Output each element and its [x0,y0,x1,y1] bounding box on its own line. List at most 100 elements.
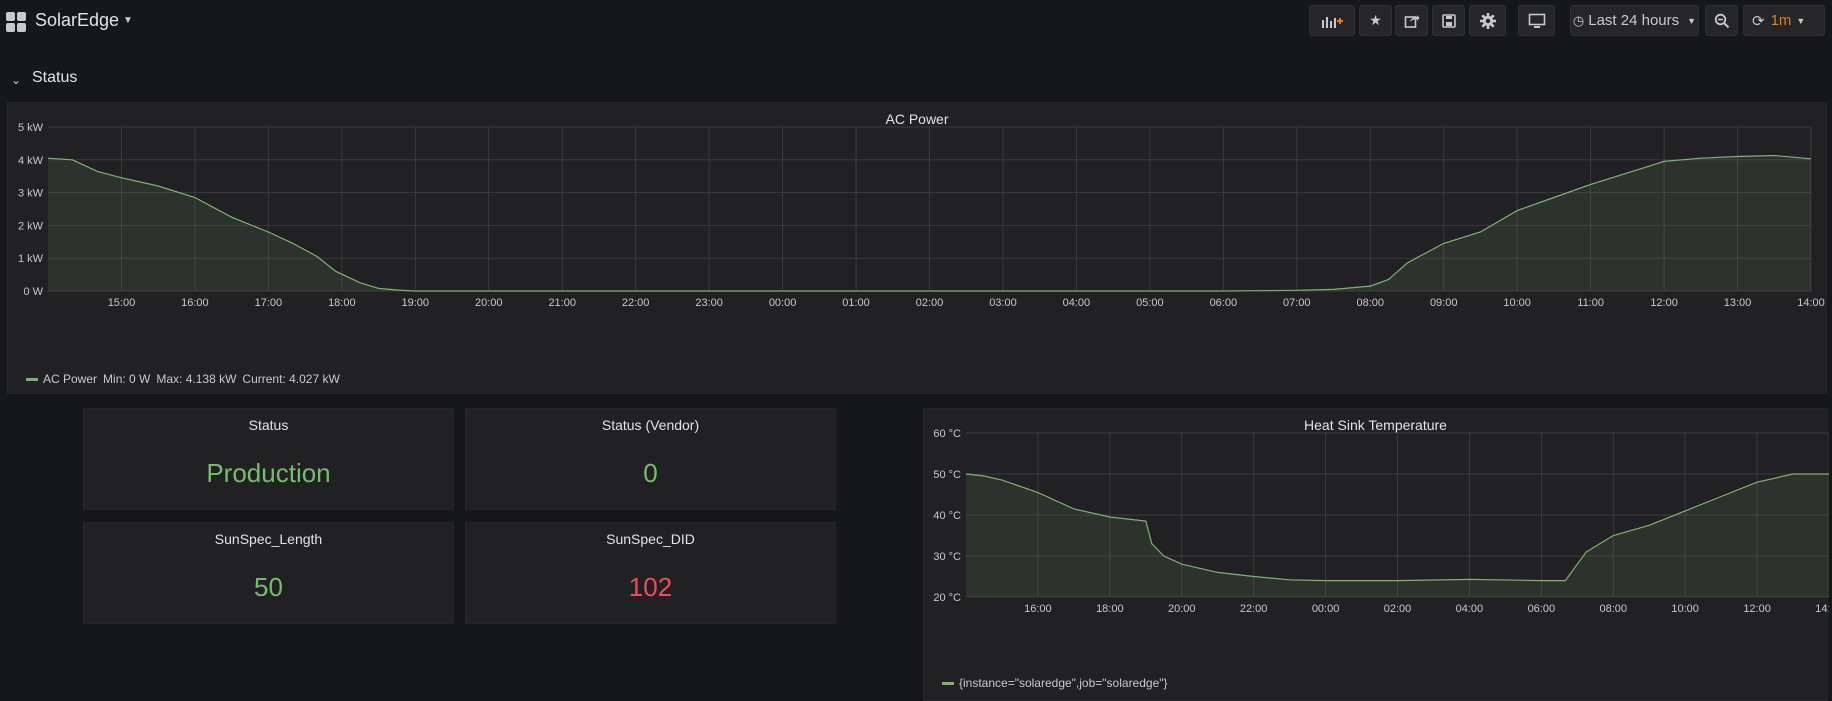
y-tick-label: 3 kW [18,188,44,200]
x-tick-label: 05:00 [1136,297,1164,309]
y-tick-label: 20 °C [933,592,961,604]
stat-panel-sunspec-did: SunSpec_DID 102 [465,522,836,624]
x-tick-label: 08:00 [1599,603,1627,615]
panel-title[interactable]: Status (Vendor) [601,417,700,433]
y-tick-label: 4 kW [18,155,44,167]
stat-panel-status-vendor: Status (Vendor) 0 [465,408,836,510]
x-tick-label: 06:00 [1528,603,1556,615]
dashboard-title[interactable]: SolarEdge [35,10,120,30]
caret-down-icon: ▼ [1687,15,1697,26]
zoom-out-icon [1714,13,1729,28]
ac-power-panel: AC Power 0 W 1 kW 2 kW 3 kW 4 kW 5 kW 15:00 16:… [7,102,1827,394]
stat-panel-sunspec-length: SunSpec_Length 50 [83,522,454,624]
row-title[interactable]: Status [32,69,78,86]
x-tick-label: 18:00 [1096,603,1124,615]
caret-down-icon[interactable]: ▼ [123,15,133,26]
series-swatch [942,681,954,685]
heat-sink-chart[interactable]: 20 °C 30 °C 40 °C 50 °C 60 °C 16:00 18:00 20:00… [924,409,1829,674]
time-range-picker[interactable]: ◷ Last 24 hours ▼ [1570,5,1699,36]
x-tick-label: 10:00 [1671,603,1699,615]
refresh-picker[interactable]: ⟳ 1m ▼ [1743,5,1825,36]
x-tick-label: 07:00 [1283,297,1311,309]
legend-series-name: AC Power [43,372,98,386]
x-tick-label: 16:00 [1024,603,1052,615]
x-tick-label: 06:00 [1210,297,1238,309]
panel-title[interactable]: Heat Sink Temperature [1304,417,1447,433]
series-area-fill [966,474,1829,597]
x-tick-label: 04:00 [1456,603,1484,615]
x-tick-label: 08:00 [1356,297,1384,309]
series-swatch [26,377,38,381]
legend-min: Min: 0 W [103,372,151,386]
x-tick-label: 12:00 [1743,603,1771,615]
x-tick-label: 03:00 [989,297,1017,309]
clock-icon: ◷ [1572,12,1585,28]
panel-title[interactable]: Status [248,417,289,433]
x-tick-label: 18:00 [328,297,356,309]
dashboard-grid-icon[interactable] [6,12,26,32]
y-tick-label: 2 kW [18,220,44,232]
caret-down-icon: ▼ [1796,15,1806,26]
series-line [965,473,1829,582]
x-tick-label: 20:00 [1168,603,1196,615]
tv-mode-button[interactable] [1518,5,1555,36]
legend-current: Current: 4.027 kW [242,372,340,386]
share-button[interactable] [1395,5,1428,36]
x-tick-label: 16:00 [181,297,209,309]
y-tick-label: 1 kW [18,253,44,265]
x-tick-label: 22:00 [1240,603,1268,615]
gear-icon [1479,12,1496,29]
top-navbar: SolarEdge ▼ ★ [0,0,1832,42]
panel-title[interactable]: SunSpec_DID [606,531,695,547]
series-area-fill [48,155,1811,291]
x-tick-label: 02:00 [916,297,944,309]
panel-title[interactable]: AC Power [885,111,949,127]
ac-power-chart[interactable]: 0 W 1 kW 2 kW 3 kW 4 kW 5 kW 15:00 16:00 17:00 18… [8,103,1828,373]
settings-button[interactable] [1469,5,1506,36]
x-tick-label: 14:00 [1797,297,1825,309]
y-tick-label: 30 °C [933,551,961,563]
panel-title[interactable]: SunSpec_Length [214,531,323,547]
x-tick-label: 12:00 [1650,297,1678,309]
legend-max: Max: 4.138 kW [156,372,237,386]
ac-power-legend[interactable]: AC Power Min: 0 W Max: 4.138 kW Current:… [26,372,346,386]
legend-series-name: {instance="solaredge",job="solaredge"} [959,676,1168,690]
x-tick-label: 14:00 [1815,603,1829,615]
stat-panel-status: Status Production [83,408,454,510]
x-tick-label: 00:00 [1312,603,1340,615]
monitor-icon [1528,13,1545,28]
x-tick-label: 04:00 [1063,297,1091,309]
save-icon [1441,13,1456,28]
add-panel-button[interactable] [1309,5,1355,36]
x-tick-label: 11:00 [1577,297,1604,309]
zoom-out-button[interactable] [1705,5,1738,36]
stat-value: Production [206,458,331,488]
x-tick-label: 00:00 [769,297,797,309]
y-tick-label: 5 kW [18,122,44,134]
refresh-interval-label: 1m [1770,12,1792,29]
stat-value: 0 [643,458,658,488]
x-tick-label: 01:00 [842,297,870,309]
x-tick-label: 09:00 [1430,297,1458,309]
x-tick-label: 02:00 [1384,603,1412,615]
x-tick-label: 20:00 [475,297,503,309]
time-range-label: Last 24 hours [1588,12,1680,29]
x-tick-label: 13:00 [1724,297,1752,309]
refresh-icon: ⟳ [1752,12,1765,30]
heat-sink-legend[interactable]: {instance="solaredge",job="solaredge"} [942,676,1168,690]
star-icon: ★ [1369,12,1382,28]
x-tick-label: 19:00 [402,297,430,309]
y-tick-label: 50 °C [933,469,961,481]
x-tick-label: 21:00 [548,297,576,309]
stat-value: 102 [628,572,673,602]
x-tick-label: 23:00 [695,297,723,309]
chevron-down-icon[interactable]: ⌄ [11,73,22,87]
y-tick-label: 60 °C [933,428,961,440]
y-tick-label: 0 W [23,286,43,298]
stat-value: 50 [254,572,283,602]
star-button[interactable]: ★ [1359,5,1392,36]
x-tick-label: 15:00 [108,297,136,309]
save-button[interactable] [1432,5,1465,36]
x-tick-label: 10:00 [1503,297,1531,309]
x-tick-label: 22:00 [622,297,650,309]
